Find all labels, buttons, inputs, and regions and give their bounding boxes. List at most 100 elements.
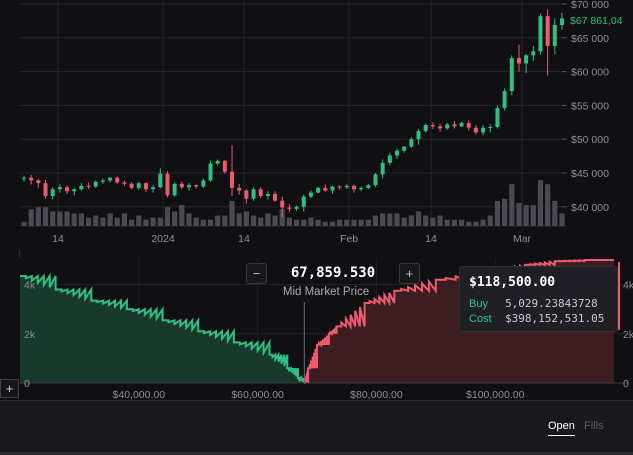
candle-body[interactable]	[452, 124, 457, 127]
candle-body[interactable]	[308, 192, 313, 197]
candle-body[interactable]	[545, 16, 550, 46]
depth-x-axis-label: $100,000.00	[466, 389, 525, 400]
candle-body[interactable]	[287, 207, 292, 209]
candle-body[interactable]	[72, 189, 77, 192]
candle-body[interactable]	[165, 173, 170, 196]
candle-body[interactable]	[172, 183, 177, 196]
candle-body[interactable]	[488, 127, 493, 129]
candle-body[interactable]	[373, 174, 378, 186]
volume-bar	[537, 180, 544, 226]
candle-body[interactable]	[531, 51, 536, 56]
candle-body[interactable]	[481, 127, 486, 133]
candle-body[interactable]	[179, 183, 184, 188]
candle-body[interactable]	[50, 189, 55, 196]
candle-body[interactable]	[108, 177, 113, 181]
candle-body[interactable]	[538, 16, 543, 52]
candle-body[interactable]	[445, 124, 450, 129]
candle-body[interactable]	[115, 177, 120, 183]
candle-body[interactable]	[416, 131, 421, 140]
candle-body[interactable]	[280, 200, 285, 208]
candle-body[interactable]	[194, 185, 199, 187]
candle-body[interactable]	[36, 180, 41, 184]
candle-body[interactable]	[208, 163, 213, 181]
candle-body[interactable]	[330, 186, 335, 191]
candle-body[interactable]	[359, 187, 364, 190]
add-indicator-button[interactable]: +	[0, 379, 19, 398]
candle-body[interactable]	[387, 155, 392, 163]
candle-body[interactable]	[273, 193, 278, 201]
candle-body[interactable]	[57, 187, 62, 190]
price-candlestick-chart[interactable]: $70 000 $65 000 $60 000 $55 000 $50 000 $45 0…	[0, 0, 633, 250]
depth-y-axis-label-left: 2k	[24, 329, 36, 341]
candle-body[interactable]	[43, 183, 48, 196]
candle-body[interactable]	[122, 182, 127, 184]
candle-body[interactable]	[560, 18, 564, 25]
candle-body[interactable]	[402, 146, 407, 151]
price-axis-label: $40 000	[571, 202, 609, 214]
candle-body[interactable]	[93, 181, 98, 187]
candle-body[interactable]	[423, 125, 428, 132]
volume-bar	[250, 215, 257, 226]
candle-body[interactable]	[351, 185, 356, 190]
candle-body[interactable]	[509, 58, 514, 92]
candle-body[interactable]	[316, 187, 321, 193]
candle-body[interactable]	[502, 91, 507, 109]
candle-body[interactable]	[366, 185, 371, 188]
candle-body[interactable]	[65, 187, 70, 192]
candle-body[interactable]	[459, 122, 464, 127]
candle-body[interactable]	[294, 206, 299, 209]
candle-body[interactable]	[143, 183, 148, 190]
volume-bar	[200, 219, 206, 226]
candle-body[interactable]	[79, 185, 84, 190]
candle-body[interactable]	[466, 122, 471, 128]
candle-body[interactable]	[395, 150, 400, 156]
candle-body[interactable]	[301, 196, 306, 207]
mid-market-price-label: Mid Market Price	[282, 286, 370, 298]
candle-body[interactable]	[237, 187, 242, 191]
candle-body[interactable]	[258, 189, 263, 196]
tab-fills[interactable]: Fills	[584, 420, 604, 432]
candle-body[interactable]	[136, 183, 141, 188]
ask-depth-line[interactable]	[304, 258, 615, 384]
candle-body[interactable]	[201, 180, 206, 187]
depth-y-axis-label-right: 4k	[623, 280, 633, 292]
candle-body[interactable]	[151, 187, 156, 190]
decrease-mid-price-button[interactable]: −	[246, 262, 267, 284]
candle-body[interactable]	[215, 160, 220, 164]
candle-body[interactable]	[100, 180, 105, 182]
candle-body[interactable]	[22, 177, 26, 179]
candle-body[interactable]	[265, 193, 270, 196]
candle-body[interactable]	[552, 24, 557, 46]
candle-body[interactable]	[129, 183, 134, 188]
candle-body[interactable]	[337, 186, 342, 188]
volume-bar	[458, 219, 465, 226]
candle-body[interactable]	[158, 173, 163, 188]
increase-mid-price-button[interactable]: +	[399, 262, 420, 284]
candle-body[interactable]	[409, 139, 414, 147]
candle-body[interactable]	[344, 185, 349, 188]
candle-body[interactable]	[495, 108, 500, 128]
candle-body[interactable]	[29, 177, 34, 181]
candle-body[interactable]	[516, 58, 521, 64]
volume-bar	[509, 184, 515, 226]
candle-body[interactable]	[230, 171, 235, 188]
candle-body[interactable]	[323, 187, 328, 191]
candle-body[interactable]	[222, 160, 227, 172]
volume-bar	[516, 203, 522, 226]
bid-depth-line[interactable]	[19, 272, 306, 383]
candle-body[interactable]	[524, 55, 529, 64]
candle-body[interactable]	[244, 190, 249, 199]
time-axis-label: Feb	[340, 233, 358, 245]
candle-body[interactable]	[473, 127, 478, 133]
candle-body[interactable]	[438, 126, 443, 129]
candle-body[interactable]	[251, 189, 256, 199]
candle-body[interactable]	[86, 185, 91, 187]
volume-bar	[243, 211, 249, 226]
candle-body[interactable]	[380, 162, 385, 175]
time-axis-label: Mar	[513, 233, 532, 245]
price-axis-label: $55 000	[571, 100, 609, 112]
tab-open[interactable]: Open	[548, 420, 575, 436]
candle-body[interactable]	[186, 185, 191, 188]
candle-body[interactable]	[430, 125, 435, 127]
volume-bar	[301, 219, 307, 226]
